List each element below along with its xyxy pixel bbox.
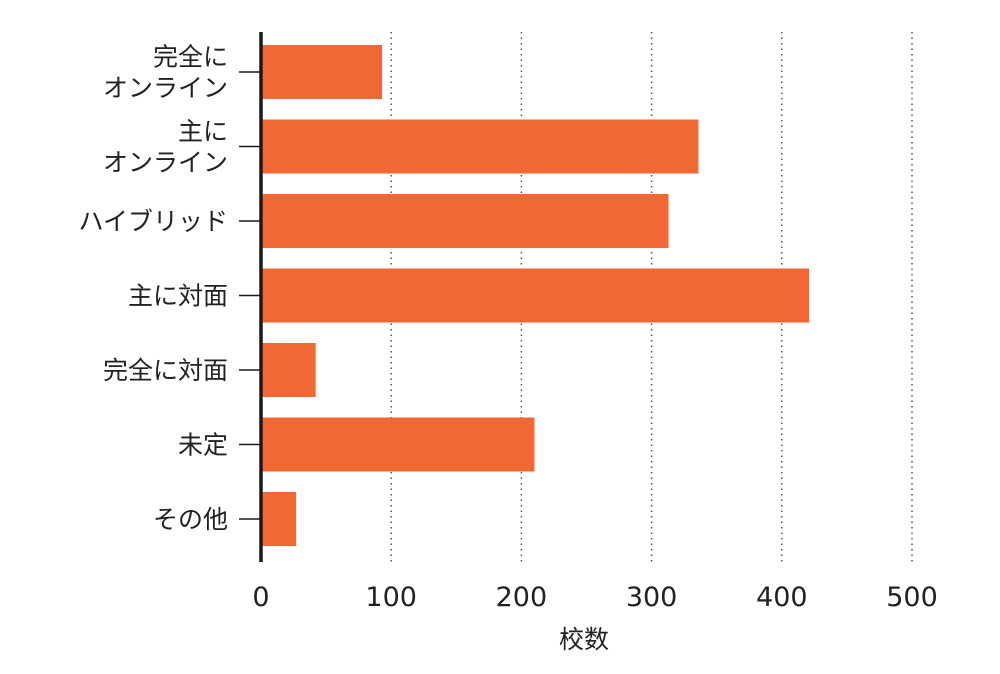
labels: 0 100 200 300 400 500完全にオンライン主にオンラインハイブリッド主に対…	[78, 43, 937, 614]
category-label-2-line-0: ハイブリッド	[78, 207, 228, 236]
category-label-1-line-1: オンライン	[103, 148, 228, 177]
category-label-3: 主に対面	[128, 282, 228, 311]
category-label-1: 主にオンライン	[103, 117, 228, 177]
bar-1	[261, 119, 699, 174]
bar-5	[261, 417, 535, 472]
category-label-0-line-0: 完全に	[153, 43, 228, 72]
bar-4	[261, 343, 316, 397]
axes	[239, 32, 263, 562]
category-label-3-line-0: 主に対面	[128, 282, 228, 311]
category-label-0: 完全にオンライン	[103, 43, 228, 103]
category-label-4-line-0: 完全に対面	[103, 356, 228, 385]
category-label-0-line-1: オンライン	[103, 74, 228, 103]
x-tick-label-500: 500	[886, 582, 938, 613]
bar-0	[261, 45, 383, 99]
bar-6	[261, 492, 297, 546]
bars	[261, 45, 810, 546]
category-label-1-line-0: 主に	[178, 117, 228, 146]
category-label-4: 完全に対面	[103, 356, 228, 385]
bar-2	[261, 194, 669, 248]
bar-3	[261, 268, 810, 323]
x-tick-label-400: 400	[756, 582, 808, 613]
category-label-6: その他	[153, 505, 228, 534]
x-axis-title: 校数	[559, 625, 609, 654]
category-label-2: ハイブリッド	[78, 207, 228, 236]
x-tick-label-300: 300	[626, 582, 678, 613]
x-tick-label-100: 100	[365, 582, 417, 613]
category-label-6-line-0: その他	[153, 505, 228, 534]
x-tick-label-200: 200	[496, 582, 548, 613]
x-tick-label-0: 0	[252, 582, 269, 613]
category-label-5-line-0: 未定	[178, 431, 228, 460]
category-label-5: 未定	[178, 431, 228, 460]
